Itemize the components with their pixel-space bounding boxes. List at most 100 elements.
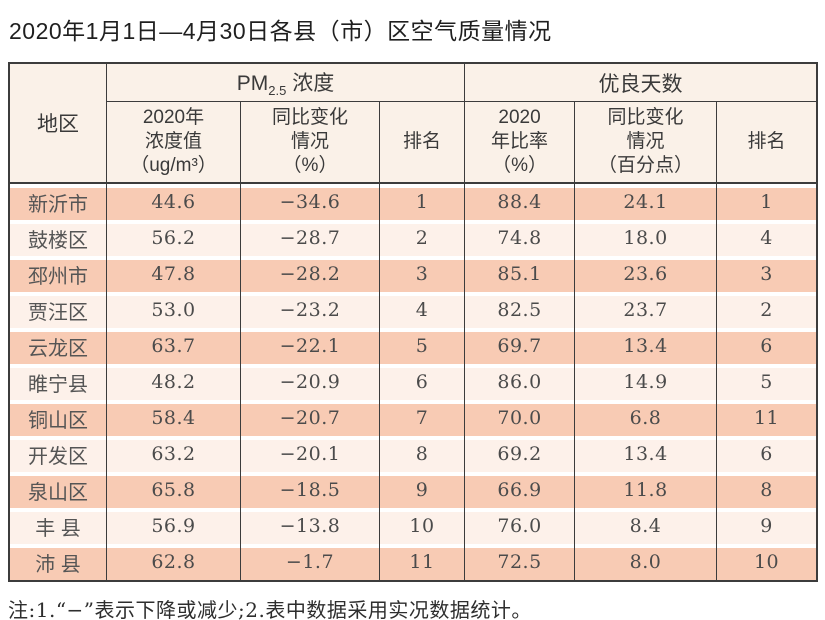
cell-pm-value: 56.2	[107, 220, 241, 256]
cell-pm-value: 47.8	[107, 256, 241, 292]
cell-pm-change: −34.6	[241, 184, 380, 220]
cell-pm-change: −13.8	[241, 508, 380, 544]
cell-days-rank: 11	[717, 400, 817, 436]
cell-region: 丰 县	[10, 508, 107, 544]
cell-pm-rank: 7	[380, 400, 466, 436]
cell-pm-value: 53.0	[107, 292, 241, 328]
cell-days-ratio: 72.5	[465, 544, 576, 580]
cell-days-ratio: 66.9	[465, 472, 576, 508]
cell-days-ratio: 86.0	[465, 364, 576, 400]
table-row: 新沂市 44.6 −34.6 1 88.4 24.1 1	[10, 184, 817, 220]
table-row: 铜山区 58.4 −20.7 7 70.0 6.8 11	[10, 400, 817, 436]
air-quality-table: 地区 PM2.5 浓度 优良天数 2020年 浓度值 （ug/m³） 同比变化 …	[8, 62, 819, 582]
cell-pm-value: 63.7	[107, 328, 241, 364]
cell-days-change: 8.4	[575, 508, 718, 544]
cell-region: 泉山区	[10, 472, 107, 508]
cell-days-rank: 6	[717, 328, 817, 364]
cell-days-change: 6.8	[575, 400, 718, 436]
table-row: 沛 县 62.8 −1.7 11 72.5 8.0 10	[10, 544, 817, 580]
cell-days-ratio: 76.0	[465, 508, 576, 544]
cell-days-ratio: 82.5	[465, 292, 576, 328]
cell-days-ratio: 69.7	[465, 328, 576, 364]
cell-pm-value: 58.4	[107, 400, 241, 436]
cell-days-rank: 9	[717, 508, 817, 544]
pm-label-suffix: 浓度	[286, 71, 335, 95]
cell-pm-value: 65.8	[107, 472, 241, 508]
cell-days-rank: 8	[717, 472, 817, 508]
cell-region: 沛 县	[10, 544, 107, 580]
pm-label-subscript: 2.5	[268, 83, 287, 99]
cell-pm-rank: 10	[380, 508, 466, 544]
cell-days-rank: 5	[717, 364, 817, 400]
cell-pm-change: −28.7	[241, 220, 380, 256]
cell-region: 开发区	[10, 436, 107, 472]
cell-days-change: 8.0	[575, 544, 718, 580]
cell-pm-rank: 11	[380, 544, 466, 580]
cell-days-rank: 2	[717, 292, 817, 328]
cell-days-change: 11.8	[575, 472, 718, 508]
cell-pm-value: 56.9	[107, 508, 241, 544]
cell-pm-change: −1.7	[241, 544, 380, 580]
cell-days-change: 13.4	[575, 436, 718, 472]
cell-days-rank: 1	[717, 184, 817, 220]
cell-pm-value: 48.2	[107, 364, 241, 400]
header-days-rank: 排名	[717, 102, 817, 184]
table-row: 邳州市 47.8 −28.2 3 85.1 23.6 3	[10, 256, 817, 292]
cell-days-ratio: 85.1	[465, 256, 576, 292]
cell-pm-rank: 9	[380, 472, 466, 508]
header-pm-rank: 排名	[380, 102, 466, 184]
header-region: 地区	[10, 64, 107, 184]
cell-days-change: 13.4	[575, 328, 718, 364]
cell-pm-change: −23.2	[241, 292, 380, 328]
cell-region: 邳州市	[10, 256, 107, 292]
footnote: 注:1.“−”表示下降或减少;2.表中数据采用实况数据统计。	[8, 598, 532, 620]
header-days-ratio: 2020 年比率 （%）	[465, 102, 576, 184]
cell-pm-rank: 4	[380, 292, 466, 328]
cell-pm-rank: 6	[380, 364, 466, 400]
cell-days-change: 23.6	[575, 256, 718, 292]
table-header: 地区 PM2.5 浓度 优良天数 2020年 浓度值 （ug/m³） 同比变化 …	[10, 64, 817, 184]
cell-days-change: 14.9	[575, 364, 718, 400]
cell-days-ratio: 88.4	[465, 184, 576, 220]
cell-days-rank: 4	[717, 220, 817, 256]
cell-days-rank: 10	[717, 544, 817, 580]
cell-pm-value: 62.8	[107, 544, 241, 580]
pm-label-prefix: PM	[236, 71, 269, 95]
page-title: 2020年1月1日—4月30日各县（市）区空气质量情况	[9, 18, 552, 44]
cell-region: 睢宁县	[10, 364, 107, 400]
table-row: 贾汪区 53.0 −23.2 4 82.5 23.7 2	[10, 292, 817, 328]
cell-pm-rank: 5	[380, 328, 466, 364]
table-row: 开发区 63.2 −20.1 8 69.2 13.4 6	[10, 436, 817, 472]
table-row: 睢宁县 48.2 −20.9 6 86.0 14.9 5	[10, 364, 817, 400]
cell-region: 铜山区	[10, 400, 107, 436]
header-pm-change: 同比变化 情况 （%）	[241, 102, 380, 184]
cell-pm-change: −22.1	[241, 328, 380, 364]
cell-pm-rank: 8	[380, 436, 466, 472]
cell-days-ratio: 70.0	[465, 400, 576, 436]
cell-days-ratio: 74.8	[465, 220, 576, 256]
table-row: 鼓楼区 56.2 −28.7 2 74.8 18.0 4	[10, 220, 817, 256]
cell-days-rank: 6	[717, 436, 817, 472]
cell-pm-change: −28.2	[241, 256, 380, 292]
cell-pm-rank: 3	[380, 256, 466, 292]
cell-region: 云龙区	[10, 328, 107, 364]
header-days-change: 同比变化 情况 （百分点）	[575, 102, 718, 184]
cell-days-rank: 3	[717, 256, 817, 292]
cell-pm-rank: 1	[380, 184, 466, 220]
cell-region: 新沂市	[10, 184, 107, 220]
cell-region: 鼓楼区	[10, 220, 107, 256]
header-group-good-days: 优良天数	[465, 64, 817, 102]
cell-pm-change: −18.5	[241, 472, 380, 508]
cell-pm-change: −20.9	[241, 364, 380, 400]
cell-pm-change: −20.7	[241, 400, 380, 436]
cell-pm-change: −20.1	[241, 436, 380, 472]
table-row: 丰 县 56.9 −13.8 10 76.0 8.4 9	[10, 508, 817, 544]
cell-pm-value: 63.2	[107, 436, 241, 472]
table-row: 云龙区 63.7 −22.1 5 69.7 13.4 6	[10, 328, 817, 364]
cell-pm-value: 44.6	[107, 184, 241, 220]
cell-region: 贾汪区	[10, 292, 107, 328]
cell-days-ratio: 69.2	[465, 436, 576, 472]
cell-days-change: 24.1	[575, 184, 718, 220]
header-pm-value: 2020年 浓度值 （ug/m³）	[107, 102, 241, 184]
